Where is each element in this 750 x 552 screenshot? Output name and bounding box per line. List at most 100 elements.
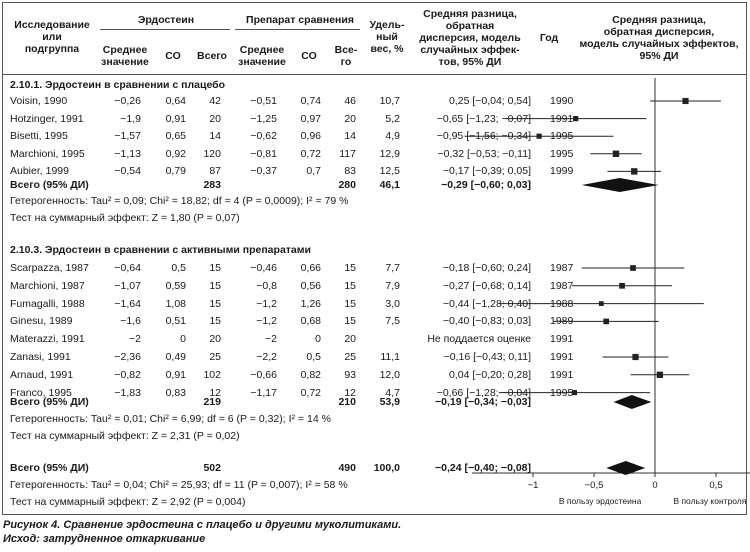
n-erdosteine: 20 [209,112,221,125]
n-comparator: 15 [344,262,356,274]
weight-value: 12,9 [379,147,400,160]
n-comparator: 15 [344,297,356,310]
n-comparator: 15 [344,279,356,292]
study-point-estimate [682,97,689,105]
subgroup-title: 2.10.1. Эрдостеин в сравнении с плацебо [10,79,226,91]
caption-outcome: Исход: затрудненное откаркивание [3,533,206,545]
mean-erdosteine: −2 [129,333,141,346]
subtotal-weight: 46,1 [379,179,400,191]
study-name: Hotzinger, 1991 [10,112,84,125]
mean-difference-ci: 0,25 [−0,04; 0,54] [448,95,531,107]
mean-comparator: −0,81 [250,147,277,160]
study-name: Marchioni, 1987 [10,279,85,292]
study-point-estimate [536,133,542,139]
study-year: 1991 [550,351,574,363]
n-comparator: 25 [344,351,356,363]
study-year: 1995 [550,147,574,160]
header-year: Год [539,32,559,44]
sd-comparator: 0,96 [300,130,321,143]
study-name: Zanasi, 1991 [10,351,71,363]
sd-comparator: 0,82 [300,368,321,381]
n-comparator: 12 [344,386,356,399]
overall-n-erdosteine: 502 [203,462,221,474]
n-comparator: 15 [344,315,356,328]
mean-comparator: −1,25 [250,112,277,125]
mean-difference-ci: −0,65 [−1,23; −0,07] [436,112,531,125]
study-year: 1999 [550,165,574,178]
mean-erdosteine: −1,57 [114,130,141,143]
n-comparator: 20 [344,333,356,346]
mean-comparator: −0,51 [250,95,277,107]
weight-value: 4,9 [385,130,400,143]
n-comparator: 83 [344,165,356,178]
weight-value: 5,2 [385,112,400,125]
sd-comparator: 0,68 [300,315,321,328]
mean-difference-ci: −0,27 [−0,68; 0,14] [442,279,531,292]
mean-erdosteine: −0,26 [114,95,141,107]
sd-comparator: 0,7 [306,165,321,178]
favours-erdosteine-label: В пользу эрдостеина [559,496,642,506]
n-erdosteine: 14 [209,130,221,143]
sd-comparator: 0,56 [300,279,321,292]
pooled-estimate-diamond [581,178,659,192]
study-name: Materazzi, 1991 [10,333,85,346]
sd-erdosteine: 0,5 [171,262,186,274]
study-point-estimate [630,265,636,271]
n-erdosteine: 12 [209,386,221,399]
mean-difference-ci: 0,04 [−0,20; 0,28] [448,368,531,381]
sd-erdosteine: 0,79 [165,165,186,178]
header-sd1: СО [165,50,181,62]
n-erdosteine: 15 [209,262,221,274]
n-erdosteine: 87 [209,165,221,178]
n-erdosteine: 25 [209,351,221,363]
mean-comparator: −0,8 [256,279,277,292]
subtotal-label: Всего (95% ДИ) [10,396,89,408]
study-year: 1987 [550,262,574,274]
subtotal-ci: −0,19 [−0,34; −0,03] [434,396,531,408]
study-point-estimate [598,301,604,306]
mean-difference-ci: −0,17 [−0,39; 0,05] [442,165,531,178]
mean-comparator: −1,2 [256,315,277,328]
study-name: Aubier, 1999 [10,165,69,178]
n-erdosteine: 20 [209,333,221,346]
overall-effect-test: Тест на суммарный эффект: Z = 2,31 (P = … [10,430,240,442]
header-plot: Средняя разница, обратная дисперсия, мод… [579,14,739,62]
study-point-estimate [571,390,578,396]
subtotal-n-comparator: 280 [338,179,356,191]
mean-difference-ci: −0,40 [−0,83; 0,03] [442,315,531,328]
weight-value: 12,0 [379,368,400,381]
weight-value: 7,7 [385,262,400,274]
pooled-estimate-diamond [606,461,646,475]
divider [235,29,360,30]
study-name: Franco, 1995 [10,386,72,399]
study-year: 1987 [550,279,574,292]
header-total2: Все- го [334,44,358,68]
header-total1: Всего [197,50,227,62]
sd-erdosteine: 0,49 [165,351,186,363]
weight-value: 12,5 [379,165,400,178]
mean-comparator: −0,62 [250,130,277,143]
study-point-estimate [619,282,625,289]
x-axis-tick-label: 0 [652,480,657,491]
study-name: Scarpazza, 1987 [10,262,89,274]
study-point-estimate [631,168,638,175]
sd-comparator: 0,72 [300,386,321,399]
header-mean1: Среднее значение [101,44,149,68]
header-md: Средняя разница, обратная дисперсия, мод… [419,8,521,68]
study-point-estimate [632,353,639,361]
x-axis-tick-label: −1 [528,480,539,491]
n-erdosteine: 15 [209,279,221,292]
sd-erdosteine: 0,59 [165,279,186,292]
weight-value: 7,5 [385,315,400,328]
mean-difference-ci: −0,44 [−1,28; 0,40] [442,297,531,310]
mean-comparator: −1,17 [250,386,277,399]
sd-comparator: 0 [315,333,321,346]
sd-comparator: 0,66 [300,262,321,274]
mean-erdosteine: −1,13 [114,147,141,160]
subtotal-label: Всего (95% ДИ) [10,179,89,191]
mean-comparator: −2 [265,333,277,346]
mean-erdosteine: −0,54 [114,165,141,178]
header-group2: Препарат сравнения [246,14,354,26]
sd-erdosteine: 0,91 [165,368,186,381]
